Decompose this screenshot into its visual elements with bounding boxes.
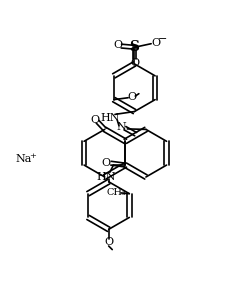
- Text: N: N: [117, 122, 126, 132]
- Text: CH₃: CH₃: [106, 188, 126, 197]
- Text: O: O: [151, 37, 160, 47]
- Text: O: O: [104, 237, 113, 247]
- Text: HN: HN: [97, 172, 116, 182]
- Text: O: O: [113, 40, 122, 50]
- Text: O: O: [127, 92, 136, 102]
- Text: O: O: [102, 158, 111, 168]
- Text: HN: HN: [100, 113, 120, 123]
- Text: +: +: [29, 152, 35, 160]
- Text: O: O: [130, 58, 139, 68]
- Text: Na: Na: [16, 154, 32, 164]
- Text: O: O: [91, 115, 100, 125]
- Text: S: S: [129, 40, 139, 54]
- Text: −: −: [158, 34, 168, 44]
